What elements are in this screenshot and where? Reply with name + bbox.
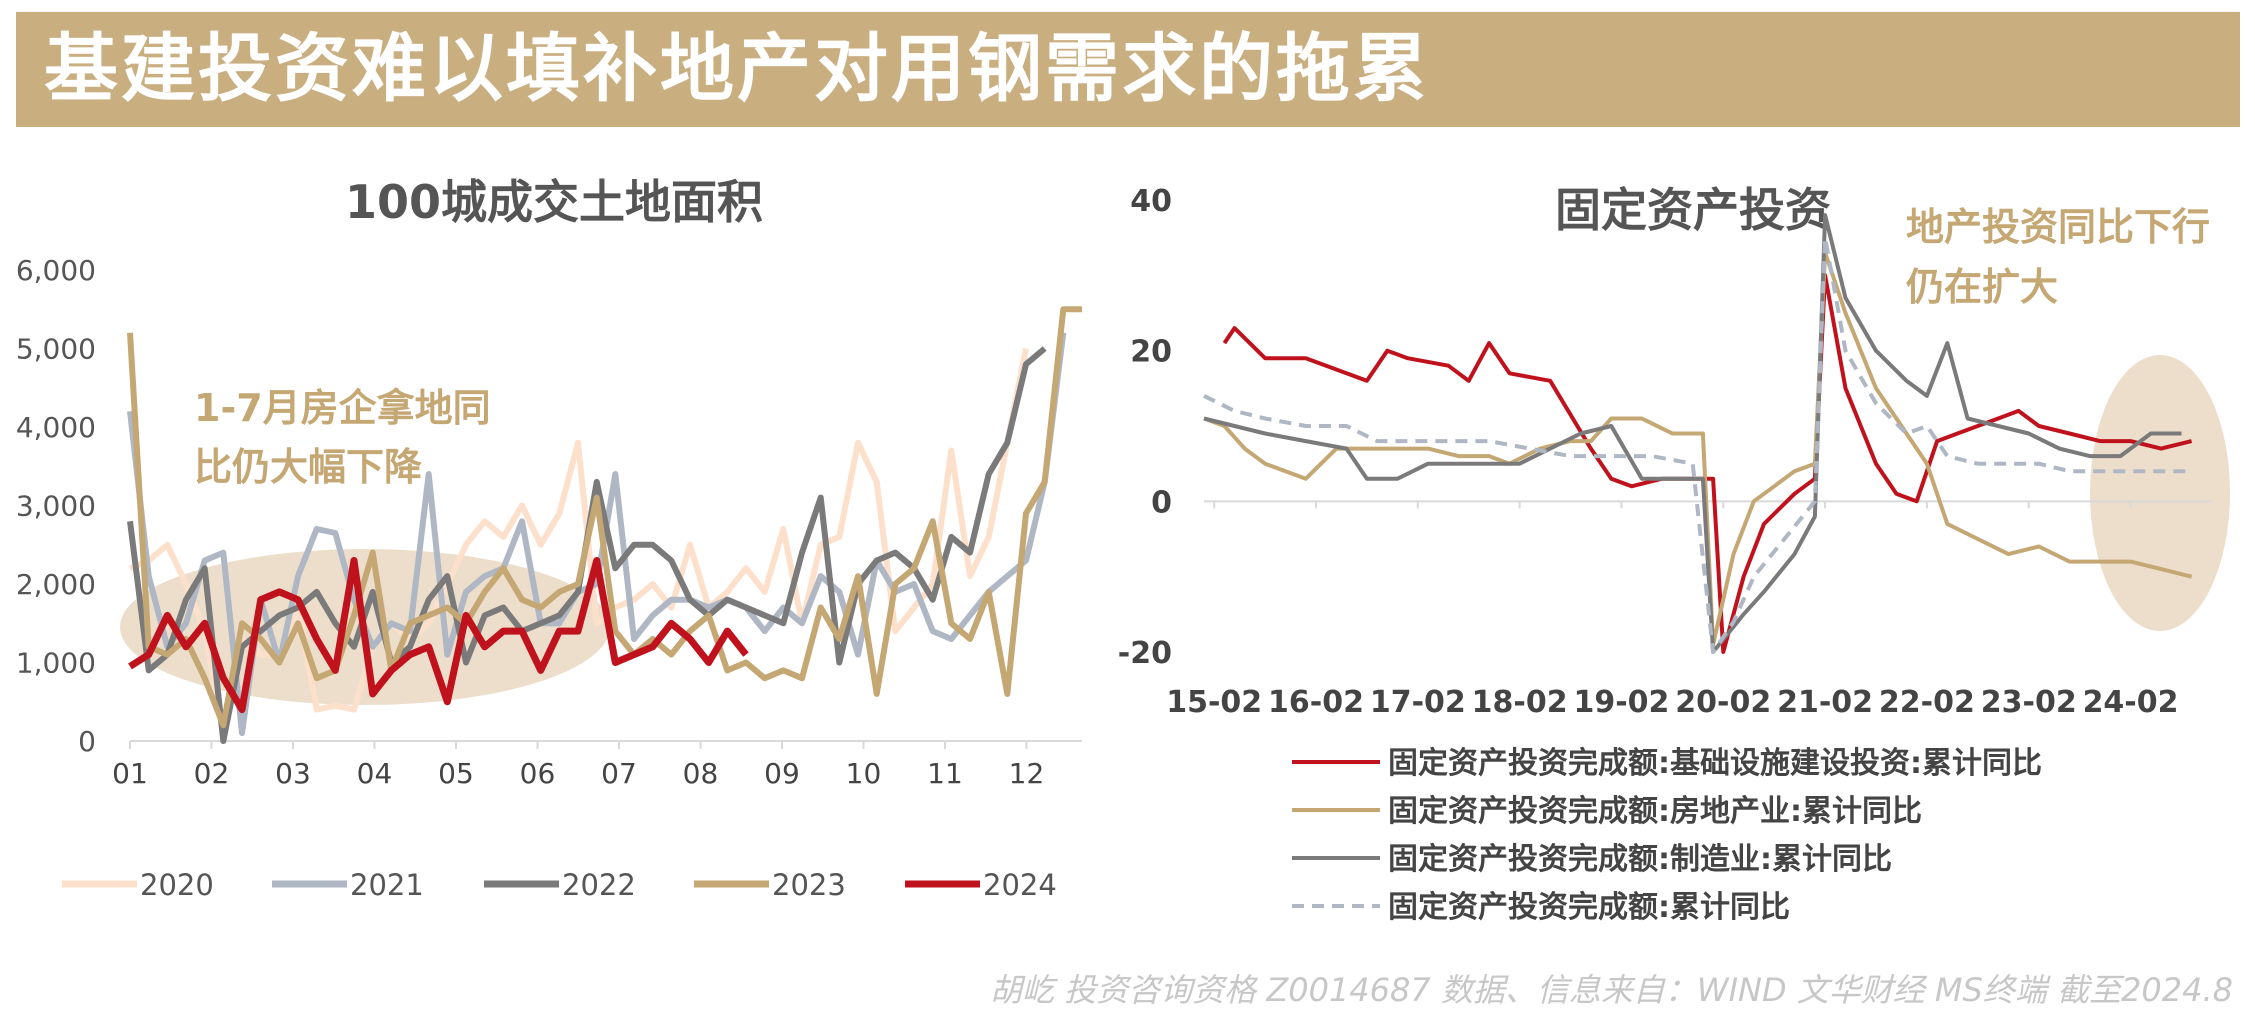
right-annotation-line1: 地产投资同比下行 [1906,205,2210,249]
left-series-line-2023 [127,306,1082,729]
left-annotation-line2: 比仍大幅下降 [194,445,422,489]
left-x-tick-label: 05 [438,757,474,790]
title-banner: 基建投资难以填补地产对用钢需求的拖累 [16,12,2240,127]
right-series-line-3 [1203,235,2192,654]
left-x-tick-label: 06 [520,757,556,790]
left-y-tick-label: 2,000 [16,568,96,601]
left-x-tick-label: 03 [275,757,311,790]
right-x-tick-label: 20-02 [1675,685,1771,720]
right-legend: 固定资产投资完成额:基础设施建设投资:累计同比固定资产投资完成额:房地产业:累计… [1292,746,2042,925]
right-y-tick-label: 40 [1130,184,1172,219]
right-series-line-2 [1203,213,2182,654]
right-series-lines [1203,213,2193,654]
left-x-tick-label: 08 [683,757,719,790]
right-legend-label: 固定资产投资完成额:基础设施建设投资:累计同比 [1388,746,2042,781]
fixed-asset-investment-chart: 固定资产投资 地产投资同比下行 仍在扩大 -20 0 20 40 15-02 16-02… [1118,183,2230,925]
left-legend-label: 2022 [562,868,636,902]
right-x-tick-label: 15-02 [1166,685,1262,720]
left-series-line-2024 [128,557,749,714]
left-x-tick-label: 04 [357,757,393,790]
left-y-tick-label: 5,000 [16,333,96,366]
left-legend-label: 2020 [140,868,214,902]
right-x-tick-label: 23-02 [1981,685,2077,720]
right-y-axis: -20 0 20 40 [1118,184,2212,671]
right-legend-label: 固定资产投资完成额:房地产业:累计同比 [1388,794,1922,829]
right-y-tick-label: 0 [1151,485,1172,520]
right-x-tick-label: 24-02 [2083,685,2179,720]
left-series-line-2021 [127,332,1067,737]
left-y-axis: 0 1,000 2,000 3,000 4,000 5,000 6,000 [16,254,1082,758]
right-x-axis: 15-02 16-02 17-02 18-02 19-02 20-02 21-02 22-02… [1166,501,2179,720]
left-legend-label: 2021 [350,868,424,902]
left-legend-label: 2024 [983,868,1057,902]
left-chart-title: 100城成交土地面积 [345,175,763,229]
right-legend-label: 固定资产投资完成额:制造业:累计同比 [1388,842,1892,877]
left-y-tick-label: 3,000 [16,490,96,523]
right-x-tick-label: 16-02 [1268,685,1364,720]
land-area-chart: 100城成交土地面积 1-7月房企拿地同 比仍大幅下降 0 1,000 2,000 3… [16,175,1082,902]
left-y-tick-label: 1,000 [16,647,96,680]
left-legend: 2020 2021 2022 2023 2024 [62,868,1057,902]
right-y-tick-label: 20 [1130,335,1172,370]
left-y-tick-label: 0 [78,725,96,758]
right-annotation-line2: 仍在扩大 [1906,265,2058,309]
left-y-tick-label: 6,000 [16,254,96,287]
left-legend-label: 2023 [772,868,846,902]
right-x-tick-label: 22-02 [1879,685,1975,720]
left-x-tick-label: 01 [112,757,148,790]
right-x-tick-label: 17-02 [1370,685,1466,720]
left-y-tick-label: 4,000 [16,411,96,444]
right-x-tick-label: 21-02 [1777,685,1873,720]
left-x-tick-label: 12 [1009,757,1045,790]
right-y-tick-label: -20 [1118,636,1172,671]
highlight-ellipse-right [2090,355,2230,631]
right-series-line-1 [1203,250,2193,647]
left-annotation-line1: 1-7月房企拿地同 [194,386,491,430]
left-x-axis: 01 02 03 04 05 06 07 08 09 10 11 12 [112,741,1044,790]
left-x-tick-label: 07 [601,757,637,790]
right-x-tick-label: 19-02 [1573,685,1669,720]
left-x-tick-label: 09 [764,757,800,790]
source-footer: 胡屹 投资咨询资格 Z0014687 数据、信息来自：WIND 文华财经 MS终… [989,971,2233,1009]
right-series-line-0 [1222,273,2193,654]
left-x-tick-label: 11 [927,757,963,790]
right-x-tick-label: 18-02 [1472,685,1568,720]
left-x-tick-label: 10 [846,757,882,790]
right-chart-title: 固定资产投资 [1555,183,1831,237]
left-series-lines [127,306,1082,744]
page-title: 基建投资难以填补地产对用钢需求的拖累 [44,26,1430,112]
left-x-tick-label: 02 [194,757,230,790]
right-legend-label: 固定资产投资完成额:累计同比 [1388,890,1790,925]
